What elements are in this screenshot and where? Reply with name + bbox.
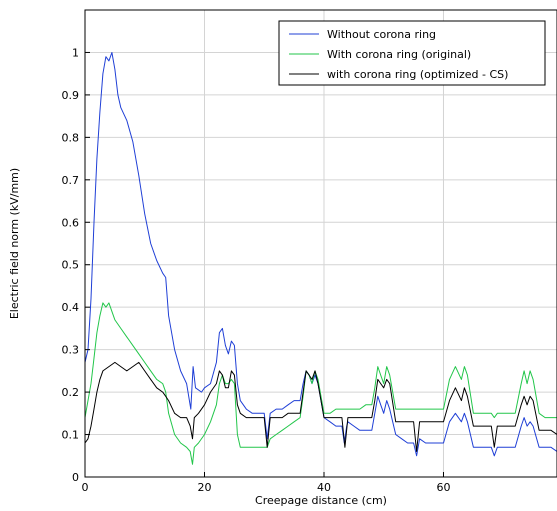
legend-label: With corona ring (original) [327, 48, 471, 61]
x-tick-label: 0 [82, 481, 89, 494]
series-line-3 [84, 361, 557, 452]
y-tick-label: 0.8 [62, 131, 80, 144]
y-axis-ticks: 0 0.1 0.2 0.3 0.4 0.5 0.6 0.7 0.8 0.9 1 [62, 46, 90, 484]
x-axis-ticks: 0 20 40 60 [82, 472, 450, 494]
plot-frame [84, 9, 557, 478]
y-axis-label: Electric field norm (kV/mm) [8, 168, 21, 319]
series-lines [84, 52, 557, 465]
y-tick-label: 0.4 [62, 301, 80, 314]
legend-label: with corona ring (optimized - CS) [327, 68, 508, 81]
x-tick-label: 40 [317, 481, 331, 494]
legend: Without corona ring With corona ring (ori… [278, 20, 546, 86]
y-tick-label: 0.3 [62, 344, 80, 357]
y-tick-label: 0.7 [62, 174, 80, 187]
y-tick-label: 0.1 [62, 429, 80, 442]
x-tick-label: 20 [197, 481, 211, 494]
legend-box [278, 20, 546, 86]
x-tick-label: 60 [436, 481, 450, 494]
y-tick-label: 0.5 [62, 259, 80, 272]
series-line-2 [84, 302, 557, 465]
y-tick-label: 1 [72, 46, 79, 59]
y-tick-label: 0.6 [62, 216, 80, 229]
y-tick-label: 0 [72, 471, 79, 484]
legend-label: Without corona ring [327, 28, 436, 41]
y-tick-label: 0.9 [62, 89, 80, 102]
x-axis-label: Creepage distance (cm) [255, 494, 387, 507]
y-tick-label: 0.2 [62, 386, 80, 399]
